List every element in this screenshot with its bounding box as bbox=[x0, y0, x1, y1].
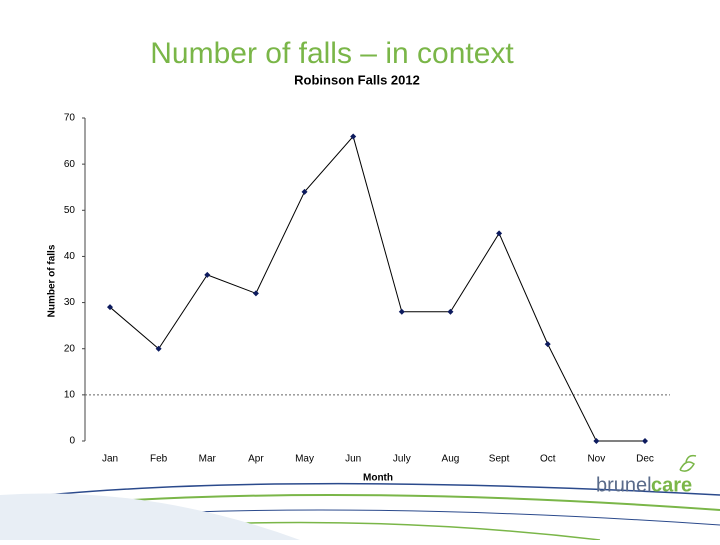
y-tick-label: 70 bbox=[64, 113, 76, 124]
data-point bbox=[301, 188, 308, 195]
x-tick-label: Nov bbox=[587, 454, 605, 465]
data-point bbox=[107, 304, 113, 311]
x-tick-label: Dec bbox=[636, 454, 654, 465]
y-tick-label: 0 bbox=[69, 436, 75, 447]
data-point bbox=[447, 308, 454, 315]
data-point bbox=[204, 271, 211, 278]
data-point bbox=[496, 230, 503, 237]
data-point bbox=[155, 345, 162, 352]
x-tick-label: Aug bbox=[442, 454, 460, 465]
y-tick-label: 20 bbox=[64, 343, 76, 354]
data-point bbox=[350, 133, 357, 140]
x-tick-label: Jun bbox=[345, 454, 361, 465]
chart-title: Robinson Falls 2012 bbox=[294, 72, 420, 87]
y-tick-label: 60 bbox=[64, 159, 76, 170]
y-tick-label: 50 bbox=[64, 205, 76, 216]
y-axis-label: Number of falls bbox=[47, 244, 58, 317]
decoration bbox=[0, 454, 720, 541]
data-point bbox=[642, 438, 648, 444]
logo-brunel: brunel bbox=[596, 474, 652, 496]
y-tick-label: 10 bbox=[64, 389, 76, 400]
x-tick-label: Jan bbox=[102, 454, 118, 465]
x-tick-label: May bbox=[295, 454, 314, 465]
x-tick-label: Feb bbox=[150, 454, 168, 465]
x-tick-label: Apr bbox=[248, 454, 264, 465]
data-point bbox=[593, 438, 600, 444]
logo-care: care bbox=[651, 474, 692, 496]
y-tick-label: 30 bbox=[64, 297, 76, 308]
y-tick-label: 40 bbox=[64, 251, 76, 262]
x-tick-label: Sept bbox=[489, 454, 510, 465]
x-tick-label: Mar bbox=[199, 454, 217, 465]
data-point bbox=[398, 308, 405, 315]
x-tick-label: Oct bbox=[540, 454, 556, 465]
x-tick-label: July bbox=[393, 454, 411, 465]
data-point bbox=[252, 290, 259, 297]
data-point bbox=[544, 341, 551, 348]
data-line bbox=[109, 135, 645, 442]
slide-title: Number of falls – in context bbox=[150, 37, 514, 70]
x-axis-label: Month bbox=[363, 473, 393, 484]
